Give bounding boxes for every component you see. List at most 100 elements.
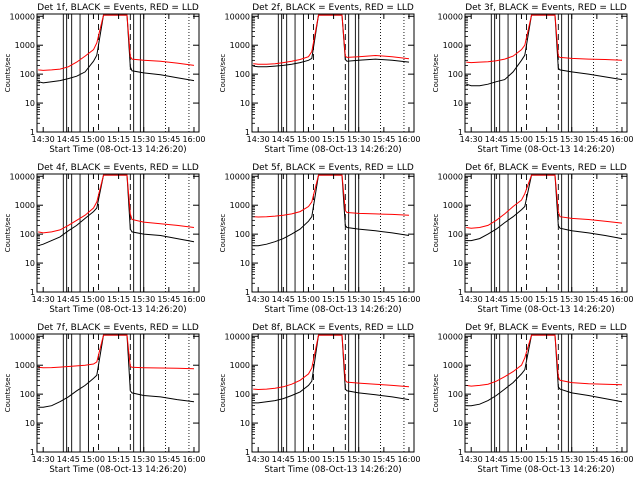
x-tick-label: 15:00 bbox=[82, 295, 105, 304]
y-tick-label: 10000 bbox=[438, 332, 463, 341]
y-axis-label: Counts/sec bbox=[219, 214, 227, 253]
x-tick-label: 14:45 bbox=[272, 295, 295, 304]
y-axis-label: Counts/sec bbox=[432, 374, 440, 413]
x-tick-label: 14:45 bbox=[57, 135, 80, 144]
x-tick-label: 15:00 bbox=[510, 295, 533, 304]
x-tick-label: 15:00 bbox=[297, 455, 320, 464]
y-tick-label: 1 bbox=[245, 448, 250, 457]
x-tick-label: 14:45 bbox=[57, 295, 80, 304]
panel-title: Det 4f, BLACK = Events, RED = LLD bbox=[37, 163, 199, 173]
y-tick-label: 10000 bbox=[225, 12, 250, 21]
x-tick-label: 16:00 bbox=[182, 455, 205, 464]
x-tick-label: 15:15 bbox=[322, 455, 345, 464]
x-axis-label: Start Time (08-Oct-13 14:26:20) bbox=[477, 305, 614, 315]
x-tick-label: 16:00 bbox=[397, 295, 420, 304]
events-series-line bbox=[466, 334, 623, 407]
x-tick-label: 14:45 bbox=[272, 455, 295, 464]
detector-panel: Det 4f, BLACK = Events, RED = LLD 1 10 100 1… bbox=[4, 163, 206, 315]
lld-series-line bbox=[466, 14, 623, 64]
y-tick-label: 1000 bbox=[230, 41, 250, 50]
x-tick-label: 15:45 bbox=[585, 295, 608, 304]
y-tick-label: 10000 bbox=[10, 172, 35, 181]
x-tick-label: 14:30 bbox=[247, 135, 270, 144]
plot-frame bbox=[251, 13, 415, 133]
y-tick-label: 10000 bbox=[10, 332, 35, 341]
x-axis-label: Start Time (08-Oct-13 14:26:20) bbox=[49, 145, 186, 155]
plot-frame bbox=[464, 333, 628, 453]
x-axis-label: Start Time (08-Oct-13 14:26:20) bbox=[49, 465, 186, 475]
x-tick-label: 15:00 bbox=[510, 455, 533, 464]
events-series-line bbox=[38, 14, 195, 84]
lld-series-line bbox=[466, 174, 623, 229]
y-axis-label: Counts/sec bbox=[4, 214, 12, 253]
detector-panel: Det 1f, BLACK = Events, RED = LLD 1 10 100 1… bbox=[4, 3, 206, 155]
x-tick-label: 15:45 bbox=[585, 135, 608, 144]
y-tick-label: 10 bbox=[25, 419, 35, 428]
y-tick-label: 100 bbox=[20, 70, 35, 79]
y-tick-label: 10 bbox=[240, 419, 250, 428]
x-tick-label: 14:30 bbox=[32, 295, 55, 304]
y-tick-label: 100 bbox=[235, 70, 250, 79]
panel-title: Det 7f, BLACK = Events, RED = LLD bbox=[37, 323, 199, 333]
x-tick-label: 16:00 bbox=[610, 455, 633, 464]
y-tick-label: 100 bbox=[20, 230, 35, 239]
plot-frame bbox=[251, 173, 415, 293]
y-axis-label: Counts/sec bbox=[432, 54, 440, 93]
y-tick-label: 10000 bbox=[10, 12, 35, 21]
lld-series-line bbox=[38, 174, 195, 234]
x-tick-label: 15:45 bbox=[157, 295, 180, 304]
y-tick-label: 10 bbox=[453, 259, 463, 268]
x-tick-label: 15:15 bbox=[107, 135, 130, 144]
y-tick-label: 100 bbox=[448, 230, 463, 239]
detector-panel: Det 3f, BLACK = Events, RED = LLD 1 10 100 1… bbox=[432, 3, 634, 155]
x-tick-label: 15:30 bbox=[560, 455, 583, 464]
lld-series-line bbox=[38, 334, 195, 370]
x-axis-label: Start Time (08-Oct-13 14:26:20) bbox=[264, 145, 401, 155]
y-tick-label: 10 bbox=[453, 419, 463, 428]
x-axis-label: Start Time (08-Oct-13 14:26:20) bbox=[477, 465, 614, 475]
y-tick-label: 1000 bbox=[230, 361, 250, 370]
panel-title: Det 9f, BLACK = Events, RED = LLD bbox=[465, 323, 627, 333]
events-series-line bbox=[38, 334, 195, 408]
plot-frame bbox=[464, 13, 628, 133]
y-axis-label: Counts/sec bbox=[219, 54, 227, 93]
x-tick-label: 15:00 bbox=[297, 295, 320, 304]
plot-frame bbox=[36, 173, 200, 293]
y-tick-label: 1000 bbox=[443, 361, 463, 370]
x-tick-label: 14:30 bbox=[247, 455, 270, 464]
events-series-line bbox=[466, 14, 623, 87]
lld-series-line bbox=[253, 174, 410, 218]
x-tick-label: 15:30 bbox=[347, 295, 370, 304]
x-tick-label: 15:15 bbox=[535, 135, 558, 144]
plot-frame bbox=[464, 173, 628, 293]
x-tick-label: 14:45 bbox=[485, 295, 508, 304]
x-tick-label: 15:30 bbox=[132, 135, 155, 144]
x-tick-label: 15:15 bbox=[535, 295, 558, 304]
y-tick-label: 1000 bbox=[15, 41, 35, 50]
y-axis-label: Counts/sec bbox=[4, 54, 12, 93]
y-tick-label: 1 bbox=[458, 288, 463, 297]
events-series-line bbox=[253, 174, 410, 247]
detector-panel: Det 9f, BLACK = Events, RED = LLD 1 10 100 1… bbox=[432, 323, 634, 475]
plot-frame bbox=[36, 333, 200, 453]
plot-frame bbox=[36, 13, 200, 133]
y-axis-label: Counts/sec bbox=[219, 374, 227, 413]
y-tick-label: 10000 bbox=[438, 172, 463, 181]
events-series-line bbox=[253, 14, 410, 68]
x-tick-label: 14:30 bbox=[460, 135, 483, 144]
x-tick-label: 16:00 bbox=[182, 295, 205, 304]
y-tick-label: 10 bbox=[240, 99, 250, 108]
x-tick-label: 14:30 bbox=[32, 135, 55, 144]
x-tick-label: 15:45 bbox=[372, 455, 395, 464]
y-tick-label: 1 bbox=[245, 288, 250, 297]
events-series-line bbox=[253, 334, 410, 404]
detector-panel: Det 6f, BLACK = Events, RED = LLD 1 10 100 1… bbox=[432, 163, 634, 315]
panel-title: Det 1f, BLACK = Events, RED = LLD bbox=[37, 3, 199, 13]
y-tick-label: 10000 bbox=[225, 332, 250, 341]
x-axis-label: Start Time (08-Oct-13 14:26:20) bbox=[49, 305, 186, 315]
lld-series-line bbox=[253, 14, 410, 65]
y-tick-label: 10000 bbox=[225, 172, 250, 181]
y-tick-label: 1000 bbox=[230, 201, 250, 210]
lld-series-line bbox=[38, 14, 195, 71]
